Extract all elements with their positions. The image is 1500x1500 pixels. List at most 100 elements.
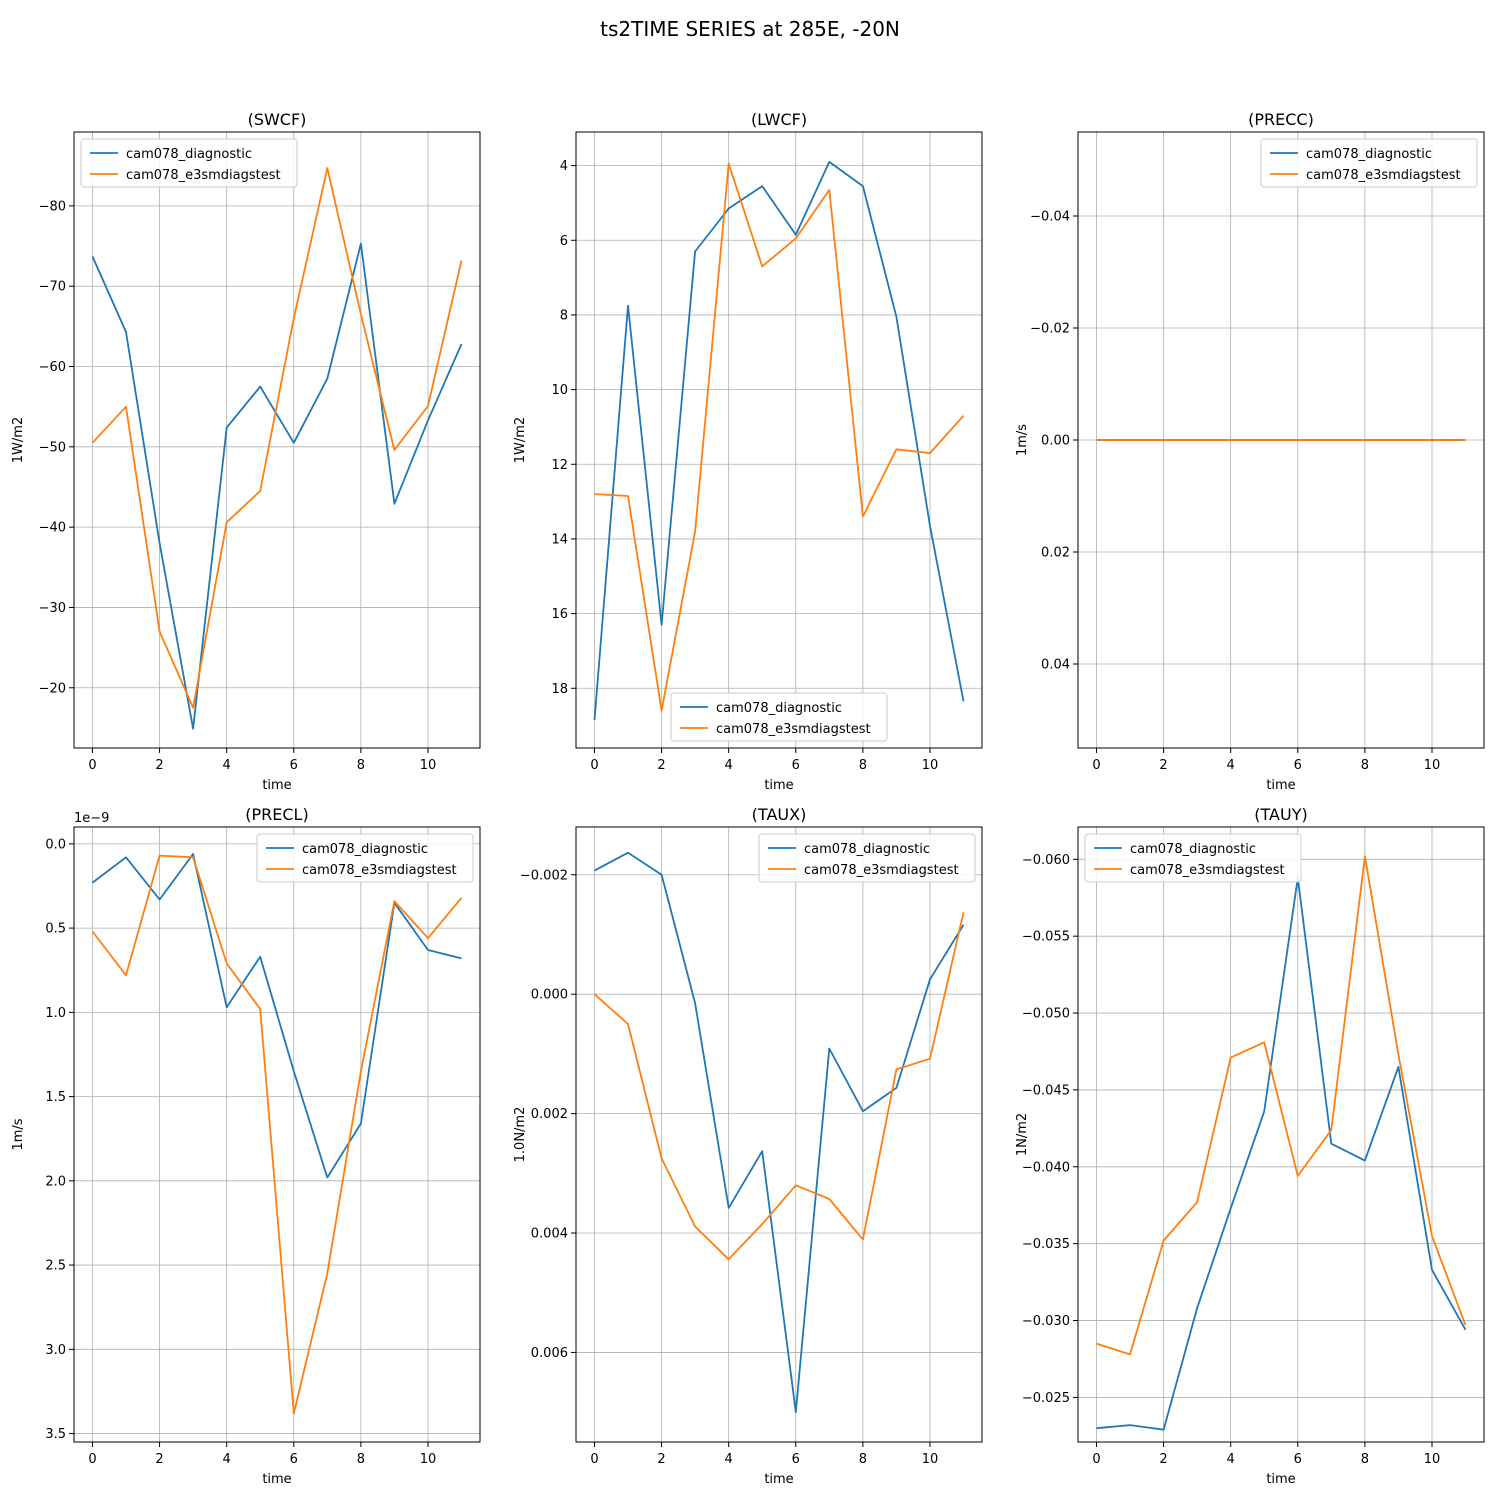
y-axis-label: 1N/m2: [1015, 1113, 1030, 1156]
legend-label-cam078_e3smdiagstest: cam078_e3smdiagstest: [804, 863, 959, 878]
y-axis-label: 1W/m2: [11, 417, 26, 463]
y-tick-label: −0.050: [1022, 1007, 1070, 1022]
x-tick-label: 4: [725, 758, 733, 773]
subplot-lwcf: 0 2 4 6 8 10 4 6 8 10 12 14 16 18 (LWCF) time 1W/m2 cam07…: [513, 110, 983, 793]
axes-frame: [1077, 826, 1485, 1443]
subplot-tauy: 0 2 4 6 8 10 −0.060 −0.055 −0.050 −0.045 −0.040 −0.…: [1015, 805, 1485, 1487]
subplot-precl: 0 2 4 6 8 10 0.0 0.5 1.0 1.5 2.0 2.5 3.0 3.5 1e−9 (PREC…: [11, 805, 481, 1487]
y-tick-label: 0.5: [45, 922, 66, 937]
x-axis-label: time: [262, 778, 291, 793]
series-line-cam078_diagnostic: [1096, 876, 1467, 1431]
legend-label-cam078_diagnostic: cam078_diagnostic: [1130, 842, 1256, 857]
subplot-title: (TAUY): [1254, 805, 1307, 824]
y-offset-label: 1e−9: [74, 811, 109, 826]
y-tick-label: −70: [39, 280, 66, 295]
x-tick-label: 4: [725, 1452, 733, 1467]
y-tick-label: 0.002: [531, 1107, 568, 1122]
x-tick-label: 2: [657, 758, 665, 773]
subplot-precc: 0 2 4 6 8 10 −0.04 −0.02 0.00 0.02 0.04 (PRECC) time…: [1015, 110, 1485, 793]
legend-label-cam078_e3smdiagstest: cam078_e3smdiagstest: [1306, 168, 1461, 183]
y-tick-label: 2.0: [45, 1174, 66, 1189]
series-line-cam078_e3smdiagstest: [91, 854, 463, 1415]
subplot-swcf: 0 2 4 6 8 10 −80 −70 −60 −50 −40 −30 −20 (SWCF) time 1W…: [11, 110, 481, 793]
y-tick-label: 16: [551, 607, 568, 622]
y-tick-label: 1.0: [45, 1006, 66, 1021]
x-tick-label: 4: [1227, 1452, 1235, 1467]
x-tick-label: 10: [1424, 1452, 1441, 1467]
x-tick-label: 0: [88, 1452, 96, 1467]
y-tick-label: −80: [39, 199, 66, 214]
x-tick-label: 6: [1294, 1452, 1302, 1467]
x-tick-label: 10: [420, 758, 437, 773]
y-tick-label: −30: [39, 601, 66, 616]
y-tick-label: 4: [560, 159, 568, 174]
x-tick-label: 8: [1361, 758, 1369, 773]
legend-label-cam078_e3smdiagstest: cam078_e3smdiagstest: [716, 722, 871, 737]
x-tick-label: 8: [1361, 1452, 1369, 1467]
x-tick-label: 0: [1092, 758, 1100, 773]
axes-frame: [575, 826, 983, 1443]
legend-box: [670, 692, 888, 742]
x-tick-label: 2: [1159, 1452, 1167, 1467]
x-tick-label: 10: [922, 758, 939, 773]
y-tick-label: 12: [551, 458, 568, 473]
legend: cam078_diagnostic cam078_e3smdiagstest: [80, 138, 298, 188]
legend-label-cam078_diagnostic: cam078_diagnostic: [804, 842, 930, 857]
subplot-title: (SWCF): [248, 110, 307, 129]
x-tick-label: 4: [223, 758, 231, 773]
legend-label-cam078_e3smdiagstest: cam078_e3smdiagstest: [1130, 863, 1285, 878]
y-tick-label: 0.04: [1041, 658, 1070, 673]
y-tick-label: −0.055: [1022, 930, 1070, 945]
legend-box: [256, 833, 474, 883]
grid: [1078, 827, 1484, 1442]
legend-label-cam078_e3smdiagstest: cam078_e3smdiagstest: [126, 168, 281, 183]
x-axis-label: time: [262, 1472, 291, 1487]
x-tick-label: 2: [1159, 758, 1167, 773]
legend: cam078_diagnostic cam078_e3smdiagstest: [1084, 833, 1302, 883]
x-tick-label: 0: [590, 1452, 598, 1467]
legend-box: [1084, 833, 1302, 883]
x-tick-label: 2: [657, 1452, 665, 1467]
x-tick-label: 4: [1227, 758, 1235, 773]
x-tick-label: 2: [155, 758, 163, 773]
y-tick-label: −0.030: [1022, 1314, 1070, 1329]
y-tick-label: −0.002: [520, 868, 568, 883]
x-axis-label: time: [764, 1472, 793, 1487]
x-tick-label: 8: [357, 758, 365, 773]
grid: [1078, 132, 1484, 748]
series-line-cam078_diagnostic: [593, 160, 965, 721]
y-tick-label: 0.000: [531, 988, 568, 1003]
subplot-title: (TAUX): [752, 805, 807, 824]
legend-box: [80, 138, 298, 188]
y-tick-label: 2.5: [45, 1259, 66, 1274]
subplot-title: (LWCF): [751, 110, 807, 129]
legend-label-cam078_diagnostic: cam078_diagnostic: [716, 701, 842, 716]
figure-suptitle: ts2TIME SERIES at 285E, -20N: [600, 17, 900, 41]
series-line-cam078_diagnostic: [594, 851, 965, 1413]
x-tick-label: 6: [792, 1452, 800, 1467]
subplot-title: (PRECL): [245, 805, 308, 824]
y-tick-label: 0.004: [531, 1227, 568, 1242]
legend: cam078_diagnostic cam078_e3smdiagstest: [758, 833, 976, 883]
x-axis-label: time: [1266, 778, 1295, 793]
y-tick-label: 3.0: [45, 1343, 66, 1358]
y-tick-label: 8: [560, 308, 568, 323]
series-line-cam078_e3smdiagstest: [594, 162, 965, 712]
x-tick-label: 8: [859, 758, 867, 773]
legend-label-cam078_diagnostic: cam078_diagnostic: [126, 147, 252, 162]
y-tick-label: −0.035: [1022, 1237, 1070, 1252]
x-tick-label: 0: [590, 758, 598, 773]
legend-label-cam078_diagnostic: cam078_diagnostic: [1306, 147, 1432, 162]
y-tick-label: 0.00: [1041, 434, 1070, 449]
subplot-title: (PRECC): [1248, 110, 1314, 129]
legend-box: [758, 833, 976, 883]
y-tick-label: 10: [551, 383, 568, 398]
y-tick-label: −0.060: [1022, 853, 1070, 868]
y-axis-label: 1W/m2: [513, 417, 528, 463]
y-tick-label: −20: [39, 681, 66, 696]
y-tick-label: 14: [551, 532, 568, 547]
grid: [74, 132, 480, 748]
x-tick-label: 6: [290, 758, 298, 773]
series-line-cam078_e3smdiagstest: [1096, 855, 1467, 1356]
